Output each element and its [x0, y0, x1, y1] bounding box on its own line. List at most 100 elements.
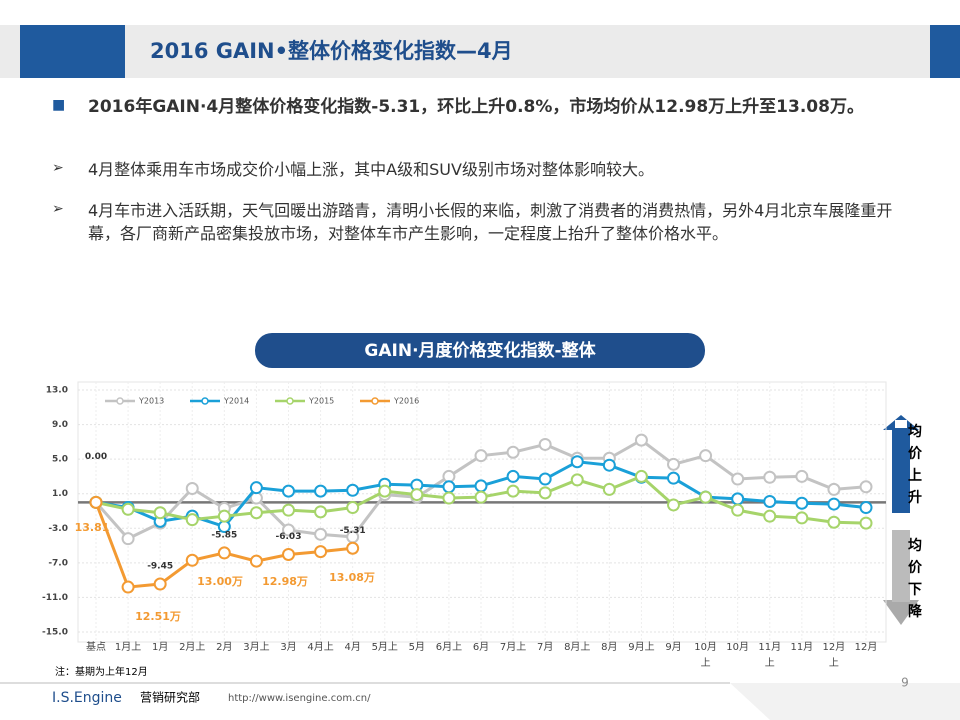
- legend-label: Y2014: [223, 397, 249, 406]
- url: http://www.isengine.com.cn/: [228, 693, 371, 704]
- y-tick-label: 5.0: [52, 455, 68, 465]
- point: [185, 513, 199, 527]
- point: [827, 515, 841, 529]
- point: [634, 469, 648, 483]
- point: [795, 511, 809, 525]
- point: [602, 482, 616, 496]
- x-tick-label: 2月: [216, 641, 232, 653]
- down-arrow-head: [883, 600, 919, 625]
- x-tick-label: 5月: [409, 641, 425, 653]
- data-label: -5.31: [340, 526, 366, 536]
- point: [795, 496, 809, 510]
- annotation: 12.51万: [135, 610, 181, 623]
- point: [667, 471, 680, 485]
- point: [410, 488, 424, 502]
- plot-frame: [77, 381, 887, 643]
- point: [121, 502, 135, 516]
- point: [249, 554, 263, 568]
- y-tick-label: -7.0: [48, 558, 68, 568]
- x-tick-label: 4月: [344, 641, 360, 653]
- point: [506, 484, 520, 498]
- header-block: [20, 25, 125, 78]
- x-tick-label: 7月: [537, 641, 553, 653]
- x-tick-label: 5月上: [372, 641, 398, 653]
- point: [249, 506, 263, 520]
- point: [538, 472, 552, 486]
- point: [249, 481, 263, 495]
- point: [731, 503, 745, 517]
- point: [506, 469, 520, 483]
- down-arrow: [892, 530, 910, 602]
- x-tick-label: 4月上: [307, 641, 333, 653]
- point: [763, 509, 777, 523]
- point: [153, 506, 167, 520]
- y-tick-label: 1.0: [52, 489, 68, 499]
- point: [474, 479, 488, 493]
- page-number: 9: [901, 676, 909, 690]
- y-tick-label: -11.0: [42, 593, 68, 603]
- legend-marker: [286, 397, 294, 405]
- side-label: 均价上升: [908, 423, 923, 506]
- annotation: 13.08万: [329, 571, 375, 584]
- header-band: [0, 25, 960, 78]
- chart-title: GAIN·月度价格变化指数-整体: [364, 340, 596, 361]
- point: [827, 497, 841, 511]
- chart-title-pill: [255, 333, 705, 368]
- dept: 营销研究部: [140, 690, 200, 705]
- point: [602, 458, 616, 472]
- point: [634, 433, 648, 447]
- point: [570, 455, 584, 469]
- slide-title: 2016 GAIN•整体价格变化指数—4月: [150, 39, 513, 63]
- point: [699, 449, 713, 463]
- point: [282, 523, 295, 537]
- point: [282, 503, 295, 517]
- x-tick-label: 8月上: [564, 641, 590, 653]
- point: [827, 482, 841, 496]
- point: [442, 480, 456, 494]
- point: [378, 484, 392, 498]
- y-tick-label: 9.0: [52, 420, 68, 430]
- brand: I.S.Engine: [52, 690, 122, 706]
- y-tick-label: 13.0: [46, 386, 68, 396]
- point: [667, 457, 680, 471]
- x-tick-label: 6月上: [436, 641, 462, 653]
- legend-label: Y2015: [308, 397, 334, 406]
- point: [859, 501, 873, 515]
- point: [442, 469, 456, 483]
- point: [538, 486, 552, 500]
- x-tick-label: 12月上: [823, 641, 846, 669]
- point: [185, 553, 199, 567]
- bullet: 4月车市进入活跃期，天气回暖出游踏青，清明小长假的来临，刺激了消费者的消费热情，…: [88, 201, 893, 243]
- data-label: -6.03: [276, 532, 302, 542]
- x-tick-label: 9月上: [628, 641, 654, 653]
- bullet: 4月整体乘用车市场成交价小幅上涨，其中A级和SUV级别市场对整体影响较大。: [88, 160, 654, 179]
- data-label: 0.00: [85, 452, 107, 462]
- bullet-arrow: ➢: [52, 160, 64, 176]
- point: [89, 495, 103, 509]
- x-tick-label: 2月上: [179, 641, 205, 653]
- point: [314, 545, 328, 559]
- point: [731, 472, 745, 486]
- bullet: 2016年GAIN·4月整体价格变化指数-5.31，环比上升0.8%，市场均价从…: [88, 97, 864, 117]
- x-tick-label: 3月: [280, 641, 296, 653]
- x-tick-label: 3月上: [243, 641, 269, 653]
- bullet-arrow: ➢: [52, 201, 64, 217]
- point: [763, 494, 777, 508]
- x-tick-label: 9月: [665, 641, 681, 653]
- point: [282, 484, 295, 498]
- point: [474, 449, 488, 463]
- point: [474, 490, 488, 504]
- point: [346, 501, 360, 515]
- note: 注：基期为上年12月: [55, 665, 148, 678]
- bullet-square: ■: [52, 97, 66, 113]
- point: [153, 577, 167, 591]
- point: [763, 470, 777, 484]
- up-arrow-head: [883, 415, 919, 430]
- point: [217, 509, 231, 523]
- point: [346, 541, 360, 555]
- x-tick-label: 11月上: [758, 641, 781, 669]
- x-tick-label: 8月: [601, 641, 617, 653]
- point: [314, 505, 328, 519]
- point: [121, 532, 135, 546]
